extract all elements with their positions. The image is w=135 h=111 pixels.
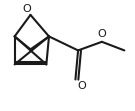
Text: O: O <box>22 4 31 14</box>
Text: O: O <box>78 81 86 91</box>
Text: O: O <box>97 29 106 39</box>
